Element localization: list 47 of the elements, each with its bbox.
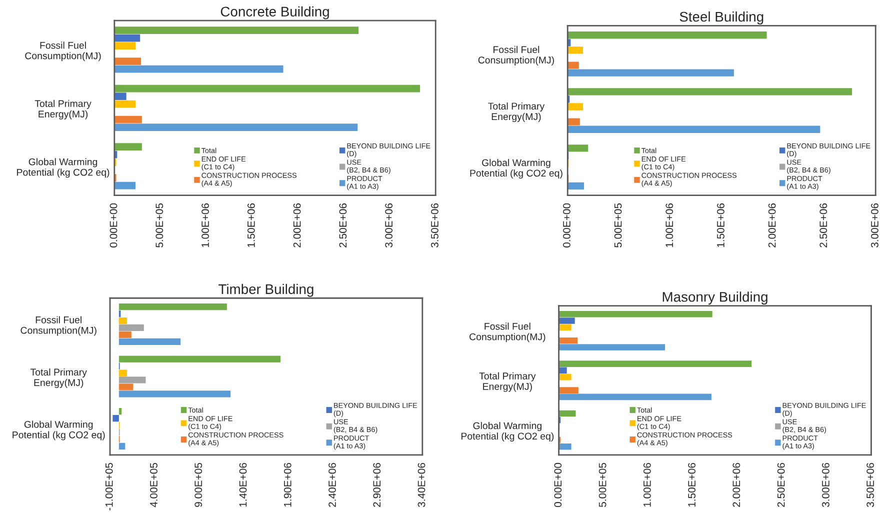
y-tick-label: Fossil Fuel Consumption(MJ) — [20, 316, 96, 336]
x-tick-label: 2.50E+06 — [339, 203, 347, 248]
chart-title: Timber Building — [218, 284, 314, 297]
x-tick-label: 1.50E+06 — [247, 203, 255, 248]
x-tick-label: 1.00E+06 — [202, 203, 209, 248]
x-tick-label: 3.00E+06 — [385, 203, 393, 248]
y-tick-label: Global Warming Potential (kg CO2 eq) — [461, 422, 554, 442]
x-tick-label: 2.50E+06 — [820, 203, 828, 248]
x-tick-label: 0.00E+00 — [110, 203, 118, 248]
x-tick-label: 1.00E+06 — [666, 203, 674, 248]
x-tick-label: 0.00E+00 — [554, 462, 562, 508]
x-tick-label: 5.00E+05 — [598, 462, 606, 507]
x-tick-label: 1.90E+06 — [284, 462, 292, 507]
y-tick-label: Fossil Fuel Consumption(MJ) — [25, 42, 101, 62]
x-tick-label: 4.00E+05 — [150, 462, 158, 508]
chart-title: Concrete Building — [220, 6, 329, 20]
x-tick-label: 1.50E+06 — [688, 462, 696, 507]
x-tick-label: 3.50E+06 — [431, 203, 438, 248]
x-tick-label: 5.00E+05 — [614, 203, 622, 248]
y-tick-label: Global Warming Potential (kg CO2 eq) — [12, 420, 105, 440]
x-tick-label: 3.00E+06 — [822, 462, 830, 508]
x-tick-label: 2.00E+06 — [768, 203, 776, 248]
y-tick-label: Fossil Fuel Consumption(MJ) — [478, 46, 554, 66]
x-tick-label: 3.40E+06 — [418, 462, 426, 508]
y-tick-label: Global Warming Potential (kg CO2 eq) — [17, 158, 110, 178]
y-tick-label: Fossil Fuel Consumption(MJ) — [470, 322, 546, 342]
x-tick-label: 2.00E+06 — [293, 203, 301, 248]
x-tick-label: 5.00E+05 — [156, 203, 164, 248]
y-tick-label: Total Primary Energy(MJ) — [488, 102, 545, 122]
y-tick-label: Total Primary Energy(MJ) — [30, 368, 87, 388]
x-tick-label: 1.50E+06 — [717, 203, 724, 248]
y-tick-label: Total Primary Energy(MJ) — [479, 372, 536, 392]
y-tick-label: Total Primary Energy(MJ) — [34, 100, 92, 120]
x-tick-label: 0.00E+00 — [563, 203, 570, 248]
x-tick-label: 3.00E+06 — [871, 203, 878, 248]
x-tick-label: 2.40E+06 — [328, 462, 336, 507]
x-tick-label: -1.00E+05 — [105, 462, 113, 510]
chart-title: Steel Building — [680, 11, 764, 24]
chart-title: Masonry Building — [662, 292, 768, 305]
x-tick-label: 9.00E+05 — [194, 462, 202, 507]
x-tick-label: 2.00E+06 — [732, 462, 740, 507]
x-tick-label: 1.00E+06 — [643, 462, 651, 507]
x-tick-label: 3.50E+06 — [866, 462, 874, 508]
y-tick-label: Global Warming Potential (kg CO2 eq) — [470, 158, 562, 179]
x-tick-label: 2.90E+06 — [373, 462, 381, 507]
x-tick-label: 2.50E+06 — [777, 462, 785, 507]
x-tick-label: 1.40E+06 — [239, 462, 247, 507]
